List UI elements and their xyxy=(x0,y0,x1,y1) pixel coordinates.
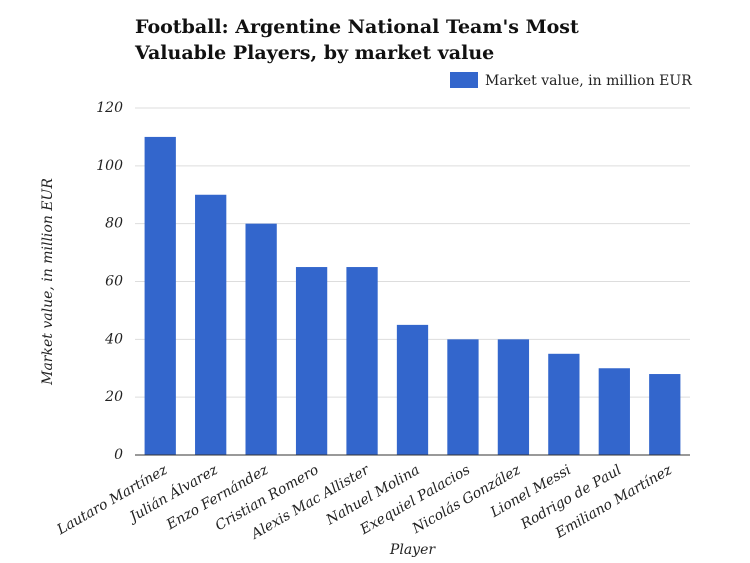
y-tick-label: 100 xyxy=(96,158,123,174)
y-axis-label: Market value, in million EUR xyxy=(40,178,56,386)
bar xyxy=(245,223,277,455)
chart-title: Football: Argentine National Team's Most… xyxy=(135,16,579,64)
y-tick-label: 40 xyxy=(104,331,123,347)
bar xyxy=(497,339,530,455)
bar xyxy=(447,339,479,455)
legend-label: Market value, in million EUR xyxy=(485,73,692,89)
bar xyxy=(396,324,429,455)
legend-swatch xyxy=(450,72,478,88)
y-tick-label: 80 xyxy=(105,216,123,232)
y-tick-label: 0 xyxy=(114,447,123,463)
y-tick-label: 60 xyxy=(105,274,123,290)
bar xyxy=(649,374,681,455)
bar xyxy=(295,267,328,455)
bar xyxy=(346,267,378,455)
x-axis-label: Player xyxy=(389,542,436,558)
bar xyxy=(144,136,176,455)
bar xyxy=(598,368,630,455)
bar xyxy=(548,353,580,455)
y-tick-label: 120 xyxy=(96,100,123,116)
y-tick-label: 20 xyxy=(104,389,123,405)
bar xyxy=(195,194,227,455)
